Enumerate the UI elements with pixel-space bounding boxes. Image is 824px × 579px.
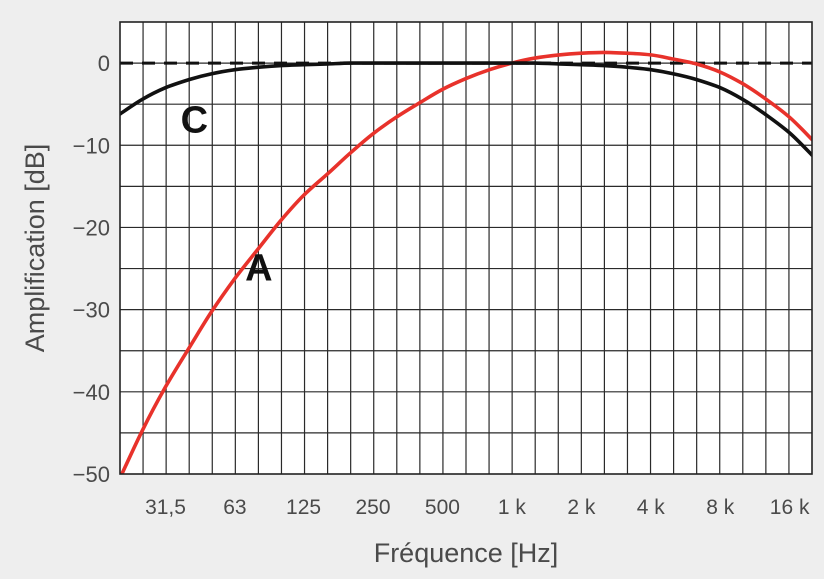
y-tick-label: 0 [98,51,110,76]
x-tick-label: 16 k [770,496,810,519]
x-tick-label: 1 k [498,496,527,519]
y-tick-labels: 0 −10 −20 −30 −40 −50 [73,51,110,487]
y-tick-label: −40 [73,380,110,405]
x-tick-label: 2 k [567,496,596,519]
x-tick-label: 63 [223,496,246,519]
x-tick-label: 500 [425,496,460,519]
series-label-c: C [181,100,208,142]
series-labels: AC [181,100,273,290]
x-tick-label: 8 k [706,496,735,519]
x-tick-label: 125 [286,496,321,519]
x-axis-label: Fréquence [Hz] [374,538,559,568]
y-tick-label: −50 [73,462,110,487]
x-tick-label: 4 k [637,496,666,519]
y-tick-label: −10 [73,133,110,158]
plot-frame [119,21,813,475]
series-line-a [120,50,812,474]
x-tick-label: 250 [355,496,390,519]
x-tick-labels: 31,5 63 125 250 500 1 k 2 k 4 k 8 k 16 k [145,496,810,519]
x-tick-label: 31,5 [145,496,186,519]
series-line-c [120,61,812,157]
y-tick-label: −20 [73,215,110,240]
y-tick-label: −30 [73,298,110,323]
series-label-a: A [245,248,272,290]
series-layer [120,50,812,474]
grid [120,22,812,474]
y-axis-label: Amplification [dB] [20,144,50,353]
